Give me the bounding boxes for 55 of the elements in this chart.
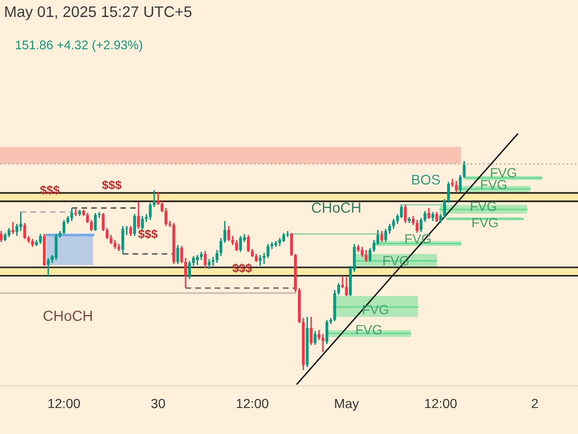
candlestick	[246, 234, 250, 253]
series-label: FVG	[472, 218, 498, 228]
candlestick	[192, 255, 195, 267]
series-label: FVG	[356, 325, 382, 334]
candlestick	[376, 229, 380, 246]
candlestick	[54, 233, 58, 261]
candlestick	[188, 260, 191, 280]
annotation: $$$	[102, 180, 122, 190]
x-tick-label: May	[335, 398, 359, 411]
candlestick	[364, 249, 368, 263]
candlestick	[368, 247, 372, 263]
candlestick	[392, 218, 395, 230]
candlestick	[39, 233, 42, 245]
candlestick	[325, 319, 328, 345]
annotation: CHoCH	[44, 310, 92, 321]
chart-title: May 01, 2025 15:27 UTC+5	[5, 6, 192, 20]
candlestick	[94, 212, 97, 232]
candlestick	[208, 258, 211, 270]
candlestick	[129, 225, 132, 237]
candlestick	[12, 221, 14, 235]
x-tick-label: 30	[151, 398, 165, 408]
candlestick	[454, 180, 458, 193]
candlestick	[235, 239, 238, 252]
annotation: CHoCH	[312, 202, 360, 213]
candlestick	[427, 207, 430, 220]
annotation: BOS	[412, 174, 440, 185]
candlestick	[345, 276, 348, 297]
candlestick	[137, 201, 140, 230]
series-label: FVG	[481, 180, 506, 190]
series-label: FVG	[490, 168, 516, 178]
x-tick-label: 12:00	[425, 398, 457, 408]
candlestick	[404, 204, 407, 224]
candlestick	[416, 219, 419, 234]
series-label: FVG	[363, 304, 388, 314]
candlestick	[314, 330, 317, 346]
candlestick	[239, 235, 242, 253]
candlestick	[0, 230, 3, 243]
x-tick-label: 12:00	[48, 398, 80, 408]
x-tick-label: 12:00	[236, 398, 268, 408]
candlestick	[133, 213, 136, 237]
candlestick	[400, 204, 403, 219]
candlestick	[290, 232, 293, 257]
candlestick	[62, 219, 66, 235]
candlestick	[196, 254, 199, 266]
candlestick	[322, 333, 324, 353]
annotation: $$$	[138, 229, 158, 239]
candlestick	[125, 225, 128, 236]
candlestick	[90, 219, 93, 232]
chart-subtitle: 151.86 +4.32 (+2.93%)	[16, 40, 142, 52]
candlestick	[141, 215, 144, 231]
x-tick-label: 2	[532, 398, 538, 408]
candlestick	[420, 217, 422, 233]
candlestick	[424, 210, 426, 223]
candlestick	[435, 211, 438, 223]
candlestick	[258, 254, 262, 267]
